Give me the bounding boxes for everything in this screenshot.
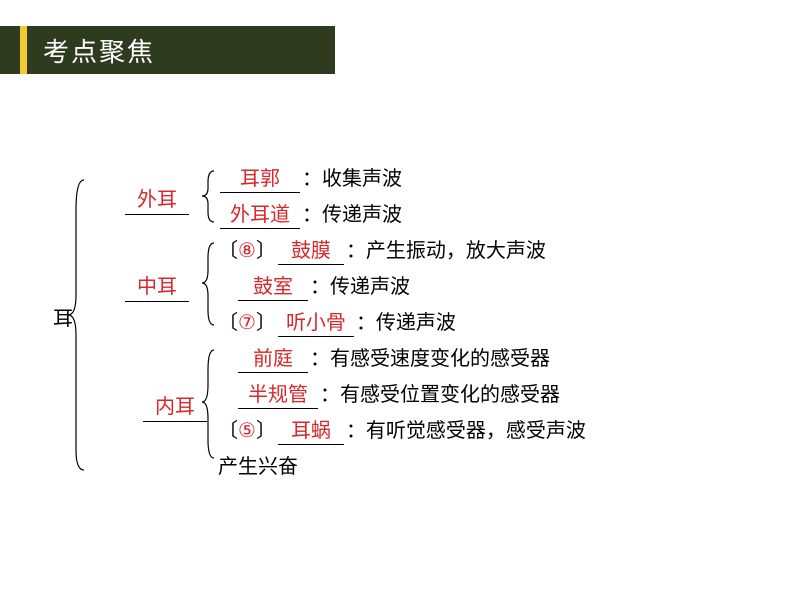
desc-3: ：产生振动，放大声波 — [346, 234, 546, 263]
row-7: 半规管 ：有感受位置变化的感受器 — [236, 378, 560, 409]
blank-8: 耳蜗 — [278, 414, 344, 445]
header-title: 考点聚焦 — [43, 32, 155, 69]
desc-8: ：有听觉感受器，感受声波 — [346, 414, 586, 443]
row-2: 外耳道 ：传递声波 — [218, 198, 402, 229]
section-middle: 中耳 — [125, 270, 189, 302]
section-inner: 内耳 — [143, 390, 207, 422]
desc-4: ：传递声波 — [310, 270, 410, 299]
section-outer: 外耳 — [125, 183, 189, 215]
blank-1: 耳郭 — [220, 162, 300, 193]
root-label: 耳 — [53, 302, 73, 331]
header-accent — [20, 26, 27, 74]
prefix-5: 〔⑦〕 — [218, 306, 276, 335]
row-1: 耳郭 ：收集声波 — [218, 162, 402, 193]
blank-4: 鼓室 — [238, 270, 308, 301]
blank-7: 半规管 — [238, 378, 318, 409]
blank-5: 听小骨 — [278, 306, 354, 337]
row-4: 鼓室 ：传递声波 — [236, 270, 410, 301]
row-6: 前庭 ：有感受速度变化的感受器 — [236, 342, 550, 373]
desc-2: ：传递声波 — [302, 198, 402, 227]
row-8: 〔⑤〕 耳蜗 ：有听觉感受器，感受声波 — [218, 414, 586, 445]
row-3: 〔⑧〕 鼓膜 ：产生振动，放大声波 — [218, 234, 546, 265]
ear-diagram: 耳 外耳 中耳 内耳 耳郭 ：收集声波 外耳道 ：传递声波 〔⑧〕 鼓膜 ：产生… — [40, 170, 760, 550]
blank-3: 鼓膜 — [278, 234, 344, 265]
row-5: 〔⑦〕 听小骨 ：传递声波 — [218, 306, 456, 337]
prefix-3: 〔⑧〕 — [218, 234, 276, 263]
desc-7: ：有感受位置变化的感受器 — [320, 378, 560, 407]
desc-6: ：有感受速度变化的感受器 — [310, 342, 550, 371]
desc-8-cont: 产生兴奋 — [218, 450, 298, 479]
row-8-cont: 产生兴奋 — [218, 450, 298, 479]
blank-2: 外耳道 — [220, 198, 300, 229]
blank-6: 前庭 — [238, 342, 308, 373]
header-bar: 考点聚焦 — [0, 26, 335, 74]
prefix-8: 〔⑤〕 — [218, 414, 276, 443]
desc-5: ：传递声波 — [356, 306, 456, 335]
desc-1: ：收集声波 — [302, 162, 402, 191]
